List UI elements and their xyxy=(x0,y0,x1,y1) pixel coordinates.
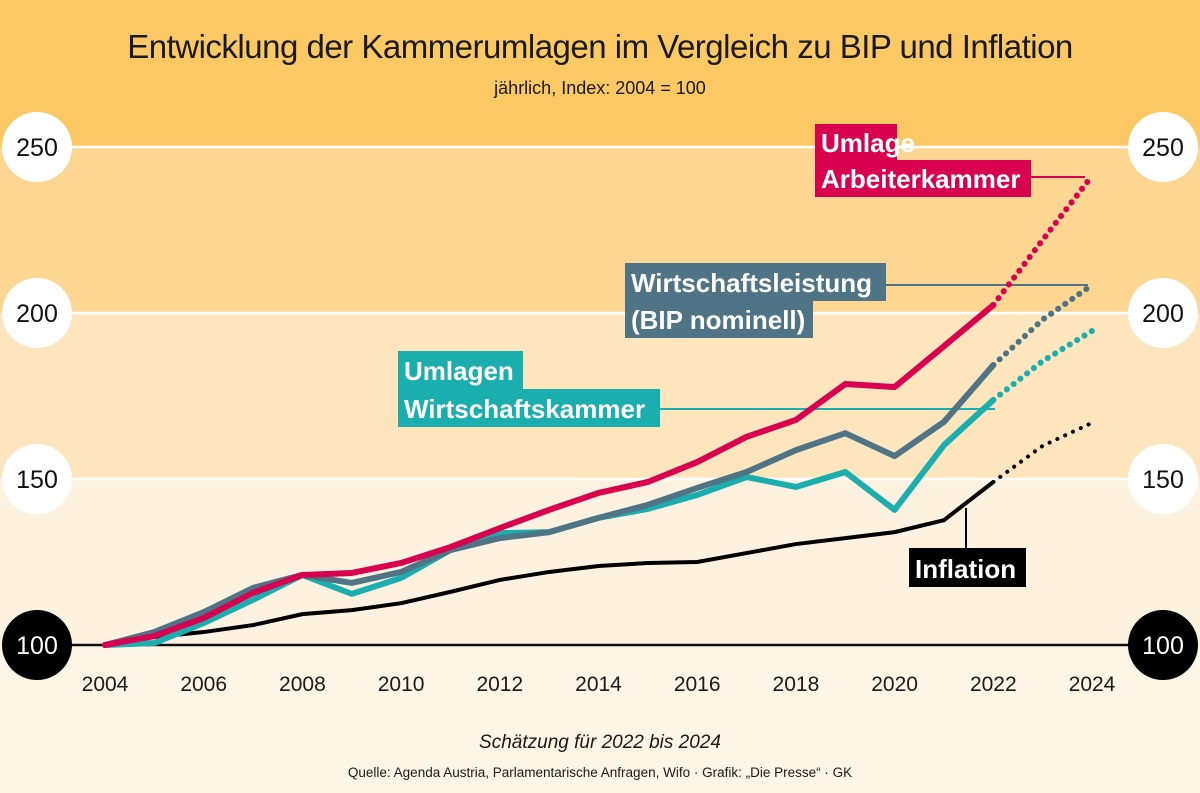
series-wirtschaftsleistung-bip-nominell xyxy=(102,282,1095,648)
series-line-actual xyxy=(103,479,996,647)
band-above-250 xyxy=(0,0,1200,147)
x-tick-label: 2014 xyxy=(575,673,622,696)
y-tick-label: 100 xyxy=(1142,632,1184,660)
y-tick-circle xyxy=(2,610,72,680)
series-label-3: Inflation xyxy=(909,548,1026,587)
y-axis-ticks: 100 100 150 150 200 200 250 250 xyxy=(2,112,1198,680)
chart-title: Entwicklung der Kammerumlagen im Verglei… xyxy=(127,28,1073,65)
band-bottom xyxy=(0,645,1200,793)
x-tick-label: 2004 xyxy=(82,673,129,696)
y-tick-label: 250 xyxy=(16,134,58,162)
y-tick-label: 250 xyxy=(1142,134,1184,162)
series-label-2: Umlagen Wirtschaftskammer xyxy=(398,351,660,427)
series-labels: Umlage Arbeiterkammer Wirtschaftsleistung (… xyxy=(398,124,1031,587)
series-label-1: Wirtschaftsleistung (BIP nominell) xyxy=(625,263,886,338)
series-line-estimate xyxy=(990,327,1095,403)
x-tick-label: 2020 xyxy=(871,673,918,696)
source-credit: Quelle: Agenda Austria, Parlamentarische… xyxy=(348,765,852,780)
y-tick-100-left: 100 xyxy=(2,610,72,680)
y-tick-250-right: 250 xyxy=(1128,112,1198,182)
series-layer xyxy=(102,172,1095,648)
y-tick-100-right: 100 xyxy=(1128,610,1198,680)
x-tick-label: 2024 xyxy=(1069,673,1116,696)
series-line-actual xyxy=(102,362,997,648)
x-tick-label: 2018 xyxy=(773,673,820,696)
y-tick-circle xyxy=(1128,610,1198,680)
x-tick-label: 2008 xyxy=(279,673,326,696)
label-text: Wirtschaftskammer xyxy=(404,394,645,424)
y-tick-label: 150 xyxy=(1142,466,1184,494)
label-box xyxy=(909,548,1026,587)
estimate-note: Schätzung für 2022 bis 2024 xyxy=(479,732,721,753)
y-tick-250-left: 250 xyxy=(2,112,72,182)
series-line-estimate xyxy=(991,420,1094,484)
label-connectors xyxy=(660,176,1088,548)
y-tick-label: 200 xyxy=(16,300,58,328)
y-tick-150-left: 150 xyxy=(2,444,72,514)
y-tick-circle xyxy=(2,278,72,348)
x-axis-ticks: 2004 2006 2008 2010 2012 2014 2016 2018 2020 2022… xyxy=(82,673,1116,696)
label-text: Arbeiterkammer xyxy=(821,164,1020,194)
label-box xyxy=(815,124,897,161)
x-tick-label: 2012 xyxy=(476,673,523,696)
y-tick-circle xyxy=(1128,112,1198,182)
x-tick-label: 2006 xyxy=(180,673,227,696)
chart-subtitle: jährlich, Index: 2004 = 100 xyxy=(493,78,706,98)
y-tick-200-right: 200 xyxy=(1128,278,1198,348)
x-tick-label: 2010 xyxy=(378,673,425,696)
label-text: Umlage xyxy=(821,128,915,158)
y-tick-label: 150 xyxy=(16,466,58,494)
series-line-actual xyxy=(102,302,997,648)
y-tick-circle xyxy=(2,112,72,182)
label-box xyxy=(398,351,523,389)
x-tick-label: 2022 xyxy=(970,673,1017,696)
y-tick-label: 200 xyxy=(1142,300,1184,328)
y-tick-circle xyxy=(1128,444,1198,514)
label-box xyxy=(625,263,886,301)
label-box xyxy=(815,160,1031,197)
label-text: Umlagen xyxy=(404,356,514,386)
label-box xyxy=(398,389,660,427)
label-text: Wirtschaftsleistung xyxy=(631,268,872,298)
y-tick-circle xyxy=(2,444,72,514)
y-tick-150-right: 150 xyxy=(1128,444,1198,514)
series-line-estimate xyxy=(990,282,1095,369)
series-umlage-arbeiterkammer xyxy=(102,172,1095,648)
series-line-estimate xyxy=(990,172,1095,309)
label-text: Inflation xyxy=(915,554,1016,584)
x-tick-label: 2016 xyxy=(674,673,721,696)
series-label-0: Umlage Arbeiterkammer xyxy=(815,124,1031,197)
label-text: (BIP nominell) xyxy=(631,305,805,335)
y-tick-200-left: 200 xyxy=(2,278,72,348)
y-tick-circle xyxy=(1128,278,1198,348)
label-box xyxy=(625,300,813,338)
y-tick-label: 100 xyxy=(16,632,58,660)
series-inflation xyxy=(103,420,1094,647)
